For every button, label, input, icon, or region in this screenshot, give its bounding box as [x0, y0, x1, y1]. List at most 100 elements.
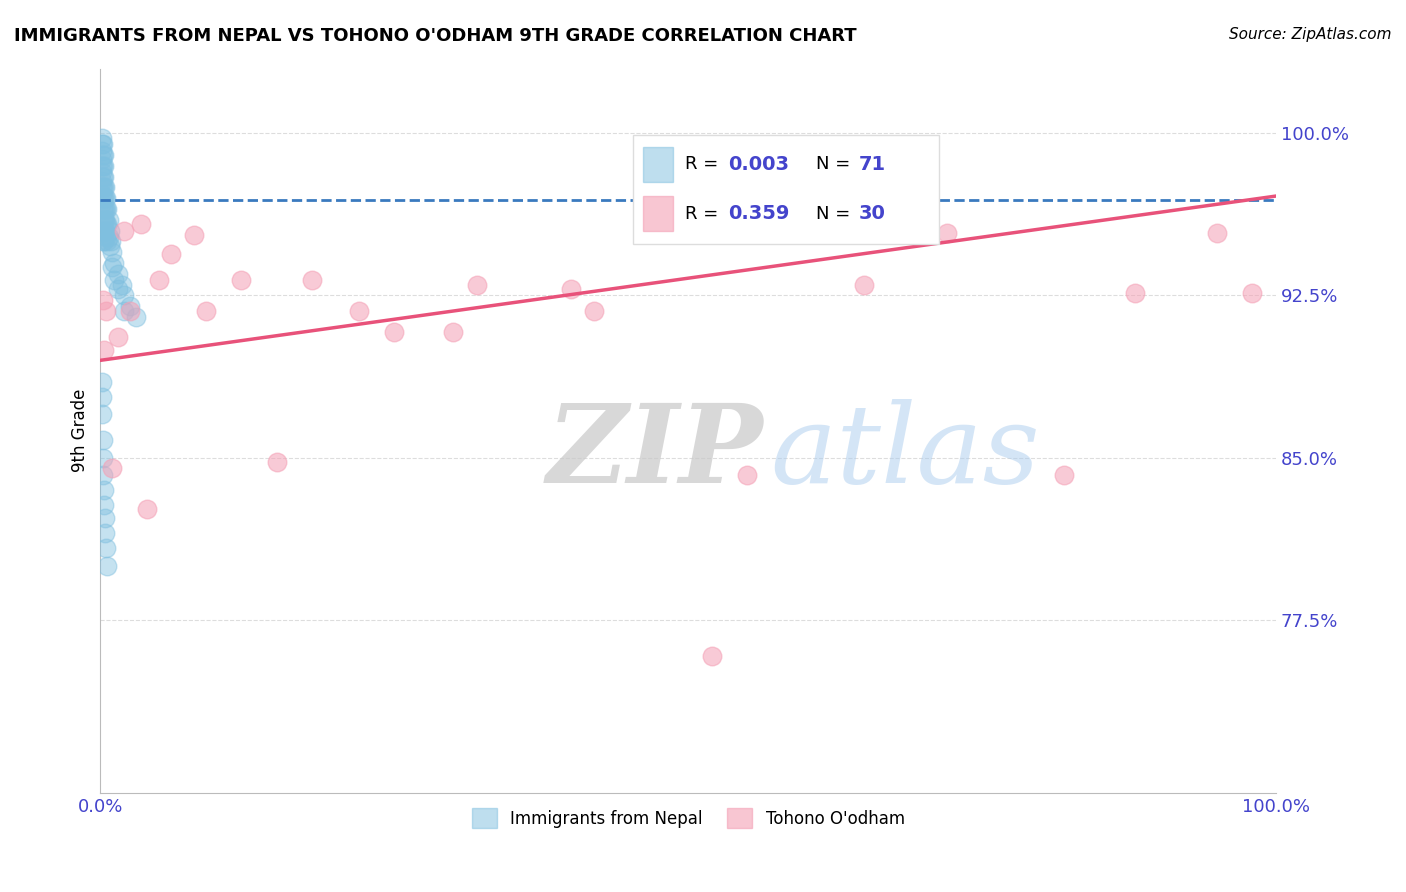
Point [160, 247, 183, 261]
Point [465, 277, 488, 292]
Text: 0.003: 0.003 [728, 154, 789, 174]
Point [96, 558, 118, 573]
Point [91, 148, 114, 162]
Text: N =: N = [817, 155, 856, 173]
Point [96, 230, 118, 244]
Point [91, 450, 114, 465]
Text: N =: N = [817, 204, 856, 223]
Point [91, 235, 114, 249]
Point [93, 180, 115, 194]
Point [112, 303, 135, 318]
Point [103, 256, 125, 270]
Point [96, 191, 118, 205]
Point [91, 212, 114, 227]
Point [96, 217, 118, 231]
Point [107, 267, 129, 281]
Point [131, 217, 153, 231]
FancyBboxPatch shape [643, 146, 673, 182]
Point [93, 212, 115, 227]
Point [94, 191, 117, 205]
Point [91, 467, 114, 482]
Text: R =: R = [685, 155, 724, 173]
Text: IMMIGRANTS FROM NEPAL VS TOHONO O'ODHAM 9TH GRADE CORRELATION CHART: IMMIGRANTS FROM NEPAL VS TOHONO O'ODHAM … [14, 27, 856, 45]
Text: R =: R = [685, 204, 724, 223]
Point [93, 159, 115, 173]
Point [441, 325, 464, 339]
Point [97, 212, 120, 227]
Point [1206, 226, 1229, 240]
Point [91, 169, 114, 184]
Point [91, 202, 114, 216]
Point [93, 483, 115, 497]
Point [90, 144, 112, 158]
Point [90, 159, 112, 173]
Point [93, 191, 115, 205]
Point [735, 467, 758, 482]
Point [98, 224, 121, 238]
Text: 0.359: 0.359 [728, 204, 789, 223]
Point [118, 303, 141, 318]
Point [107, 329, 129, 343]
Point [93, 202, 115, 216]
Point [90, 165, 112, 179]
Point [96, 202, 118, 216]
Point [583, 303, 606, 318]
Point [1123, 286, 1146, 301]
Point [301, 273, 323, 287]
Point [94, 511, 117, 525]
Text: 30: 30 [859, 204, 886, 223]
Point [560, 282, 582, 296]
Point [853, 277, 876, 292]
Point [93, 343, 115, 357]
Point [91, 159, 114, 173]
Legend: Immigrants from Nepal, Tohono O'odham: Immigrants from Nepal, Tohono O'odham [465, 801, 911, 835]
Point [91, 434, 114, 448]
Point [93, 498, 115, 512]
Point [195, 303, 218, 318]
FancyBboxPatch shape [643, 196, 673, 231]
Point [90, 153, 112, 167]
Point [700, 649, 723, 664]
Point [91, 224, 114, 238]
Point [96, 303, 118, 318]
Point [112, 224, 135, 238]
Point [1053, 467, 1076, 482]
Point [93, 224, 115, 238]
Point [97, 230, 120, 244]
Point [94, 180, 117, 194]
Point [90, 130, 112, 145]
Point [266, 455, 288, 469]
Point [91, 191, 114, 205]
Point [101, 461, 124, 475]
Point [91, 180, 114, 194]
Point [90, 195, 112, 210]
Point [94, 202, 117, 216]
Point [101, 245, 124, 260]
Point [103, 273, 125, 287]
Point [107, 282, 129, 296]
Point [347, 303, 370, 318]
Point [93, 235, 115, 249]
Point [98, 239, 121, 253]
Point [96, 217, 118, 231]
Point [90, 408, 112, 422]
Point [93, 169, 115, 184]
Point [118, 299, 141, 313]
Point [94, 526, 117, 541]
Point [100, 235, 122, 249]
Point [101, 260, 124, 275]
Point [90, 390, 112, 404]
Point [935, 226, 957, 240]
Point [96, 541, 118, 556]
FancyBboxPatch shape [633, 135, 939, 244]
Point [231, 273, 253, 287]
Point [91, 293, 114, 307]
Text: Source: ZipAtlas.com: Source: ZipAtlas.com [1229, 27, 1392, 42]
Point [148, 273, 170, 287]
Point [96, 235, 118, 249]
Point [1241, 286, 1264, 301]
Text: 71: 71 [859, 154, 886, 174]
Point [90, 375, 112, 389]
Point [90, 180, 112, 194]
Point [382, 325, 405, 339]
